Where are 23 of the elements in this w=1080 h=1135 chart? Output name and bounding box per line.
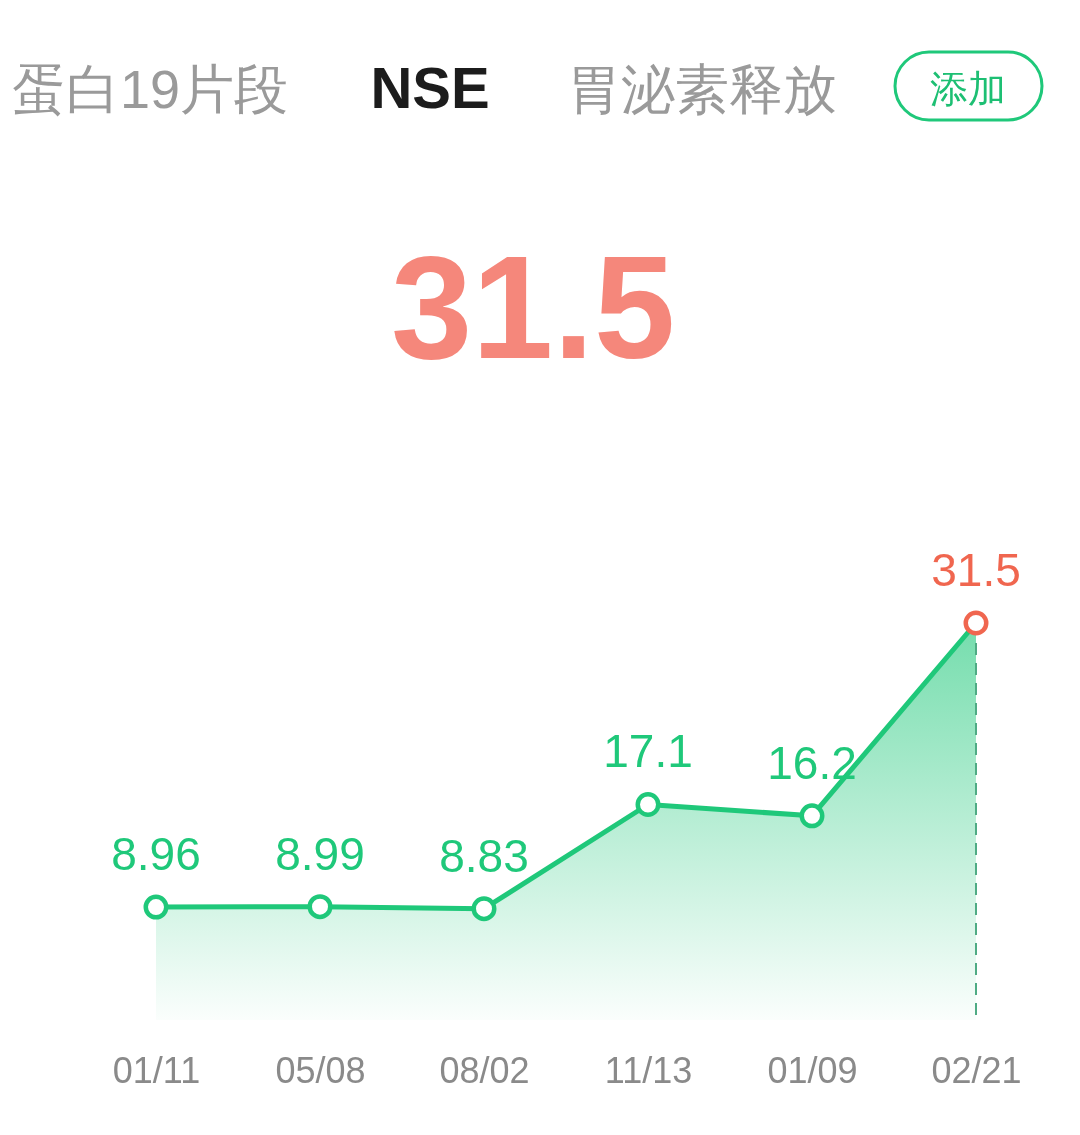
data-label: 17.1 [603, 725, 693, 778]
x-tick-label: 08/02 [439, 1049, 530, 1091]
text: 添加 [930, 68, 1006, 110]
x-tick-label: 11/13 [604, 1049, 693, 1091]
data-label: 31.5 [931, 544, 1021, 596]
data-label: 8.96 [111, 828, 201, 881]
data-label: 8.83 [439, 829, 529, 882]
point [307, 894, 333, 920]
data-label: 8.99 [275, 827, 365, 880]
text: 胃泌素释放 [567, 59, 837, 119]
chart-subtitle: 31.5 [390, 226, 676, 389]
point [635, 792, 661, 817]
data-label: 16.2 [767, 736, 857, 789]
x-tick-label: 01/09 [767, 1049, 858, 1091]
text: 蛋白19片段 [12, 59, 289, 119]
chart-title: NSE [370, 55, 490, 120]
point [143, 894, 169, 920]
x-tick-label: 02/21 [931, 1049, 1022, 1091]
point [471, 896, 497, 922]
x-tick-label: 01/11 [112, 1049, 201, 1091]
point [963, 610, 989, 636]
x-tick-label: 05/08 [275, 1049, 366, 1091]
point [799, 803, 825, 829]
